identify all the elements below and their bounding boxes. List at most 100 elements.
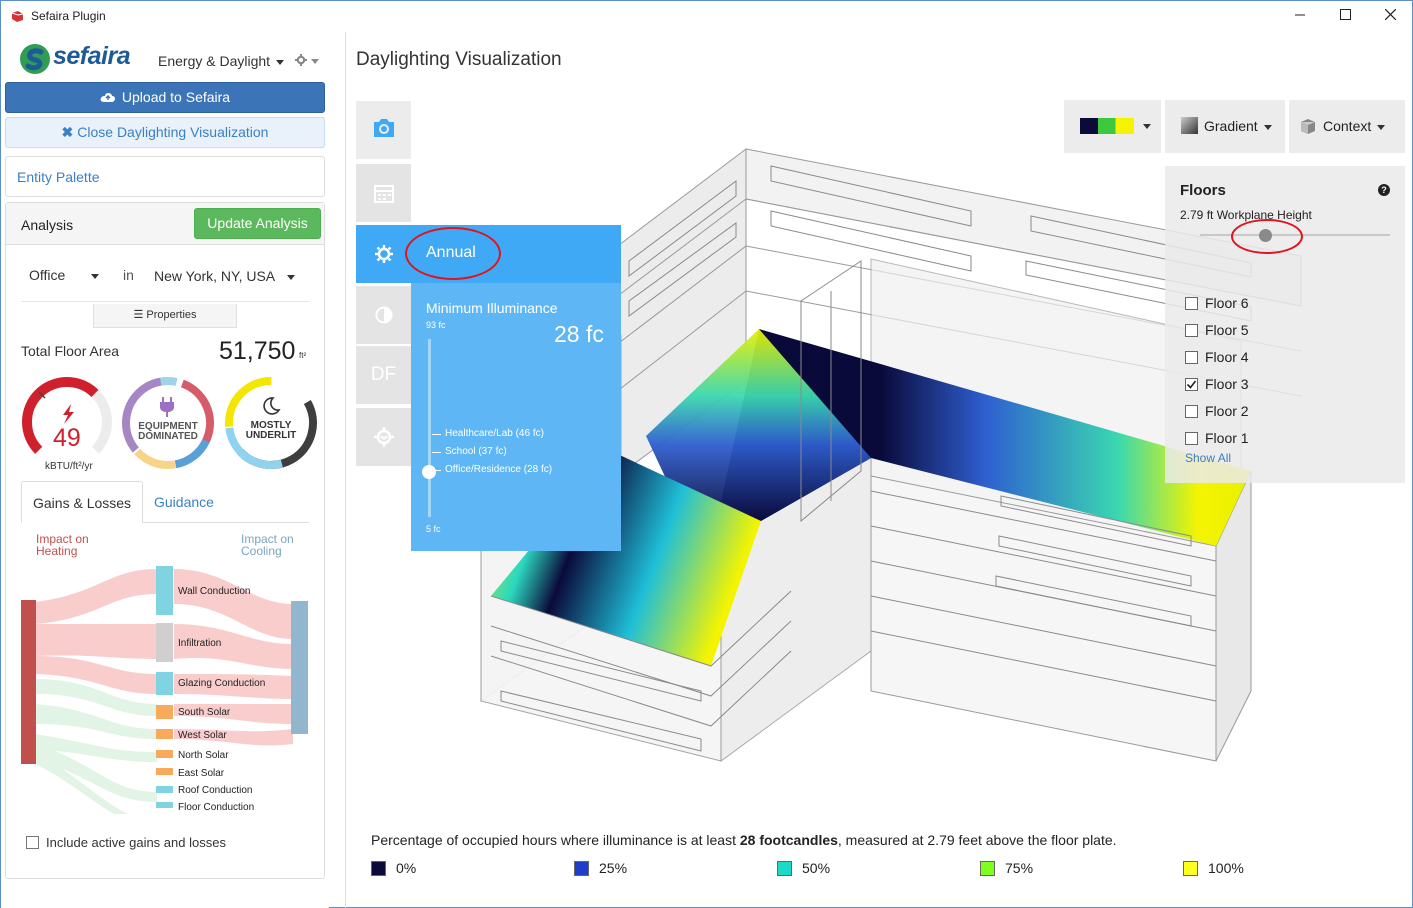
legend-label-50: 50% [802,860,831,876]
title-bar: Sefaira Plugin [1,1,1412,32]
color-scheme-select[interactable] [1064,100,1161,153]
context-label: Context [1323,118,1372,134]
floor-item-5[interactable]: Floor 5 [1185,322,1249,338]
close-visualization-label: Close Daylighting Visualization [77,124,269,140]
preset-healthcare-lab[interactable]: Healthcare/Lab (46 fc) [445,428,544,439]
gradient-select[interactable]: Gradient [1165,100,1285,153]
floors-panel [1165,166,1405,483]
floor-item-6[interactable]: Floor 6 [1185,295,1249,311]
location-value: New York, NY, USA [154,268,276,284]
legend-label-25: 25% [599,860,628,876]
floors-title: Floors [1180,182,1226,199]
caption-threshold: 28 footcandles [739,832,838,848]
total-floor-area-value: 51,750 [219,337,296,365]
gains-losses-sankey [21,566,308,814]
illuminance-slider-track[interactable] [428,339,431,517]
floor-item-4[interactable]: Floor 4 [1185,349,1249,365]
advanced-settings-button[interactable] [356,408,411,466]
floor-1-checkbox[interactable] [1185,432,1198,445]
close-visualization-button[interactable]: ✖ Close Daylighting Visualization [5,117,325,148]
legend-label-100: 100% [1208,860,1244,876]
legend-label-0: 0% [396,860,417,876]
min-illuminance-panel [411,283,621,551]
load-gauge-line2: DOMINATED [138,431,198,442]
checkmark-icon [1186,380,1197,389]
chevron-down-icon [1377,124,1386,130]
building-type-value: Office [29,267,66,283]
properties-button[interactable]: ☰ Properties [93,304,237,328]
sankey-label-east-solar: East Solar [178,768,225,779]
cloud-upload-icon [100,92,115,102]
plug-icon [160,397,174,417]
entity-palette-link[interactable]: Entity Palette [17,169,100,185]
mode-select-label: Energy & Daylight [158,53,271,69]
floor-4-label: Floor 4 [1205,349,1249,365]
floor-4-checkbox[interactable] [1185,351,1198,364]
mode-select[interactable]: Energy & Daylight [158,53,285,69]
daylight-gauge-line1: MOSTLY [250,420,292,431]
minimize-button[interactable] [1277,1,1323,32]
slider-min-label: 5 fc [426,524,441,534]
daylight-factor-button[interactable]: DF [356,346,411,404]
gradient-label: Gradient [1204,118,1258,134]
help-icon[interactable]: ? [1378,184,1390,196]
settings-menu-button[interactable] [295,52,319,68]
floor-item-2[interactable]: Floor 2 [1185,403,1249,419]
settings-button[interactable] [356,225,411,283]
show-all-floors-link[interactable]: Show All [1185,451,1232,465]
analysis-label: Analysis [21,217,74,233]
camera-button[interactable] [356,101,411,159]
min-illuminance-title: Minimum Illuminance [426,300,558,316]
preset-office-residence[interactable]: Office/Residence (28 fc) [445,464,553,475]
contrast-button[interactable] [356,286,411,344]
calendar-button[interactable] [356,164,411,222]
context-select[interactable]: Context [1289,100,1405,153]
illuminance-slider-handle[interactable] [422,465,436,479]
tab-gains-losses[interactable]: Gains & Losses [21,481,144,523]
tick-mark [432,434,441,435]
legend-swatch-50 [777,861,792,876]
legend-caption: Percentage of occupied hours where illum… [371,832,1117,848]
area-unit: ft² [299,351,307,360]
floor-5-checkbox[interactable] [1185,324,1198,337]
sankey-label-floor-conduction: Floor Conduction [178,802,255,813]
floor-2-checkbox[interactable] [1185,405,1198,418]
upload-button[interactable]: Upload to Sefaira [5,82,325,113]
preset-school[interactable]: School (37 fc) [445,446,507,457]
update-analysis-button[interactable]: Update Analysis [194,208,321,239]
tab-guidance[interactable]: Guidance [154,494,214,510]
chevron-down-icon [311,58,319,64]
floor-item-1[interactable]: Floor 1 [1185,430,1249,446]
sankey-label-roof-conduction: Roof Conduction [178,785,253,796]
daylight-gauge-line2: UNDERLIT [245,430,297,441]
legend-swatch-100 [1183,861,1198,876]
building-type-select[interactable]: Office [29,267,100,283]
location-select[interactable]: New York, NY, USA [154,268,296,284]
sefaira-logo-icon [20,44,50,74]
impact-heating-line1: Impact on [36,532,89,546]
load-gauge-label: EQUIPMENT DOMINATED [126,422,210,442]
caption-text: Percentage of occupied hours where illum… [371,832,740,848]
moon-icon [263,397,281,415]
settings-icon [373,427,394,447]
maximize-icon [1339,9,1351,20]
include-active-checkbox[interactable] [26,836,39,849]
results-tabs: Gains & Losses Guidance [21,481,309,523]
caption-text-end: , measured at 2.79 feet above the floor … [837,832,1117,848]
calendar-icon [373,185,394,203]
list-icon: ☰ [133,309,144,321]
slider-max-label: 93 fc [426,320,446,330]
close-icon [1384,8,1396,21]
load-gauge-line1: EQUIPMENT [138,421,198,432]
floor-item-3[interactable]: Floor 3 [1185,376,1249,392]
floor-6-checkbox[interactable] [1185,297,1198,310]
floor-3-checkbox[interactable] [1185,378,1198,391]
floor-6-label: Floor 6 [1205,295,1249,311]
close-window-button[interactable] [1367,1,1413,32]
building-3d-view[interactable] [441,146,1311,766]
cube-icon [1301,119,1315,134]
maximize-button[interactable] [1322,1,1368,32]
contrast-icon [375,306,392,324]
daylight-gauge [225,377,317,469]
daylight-gauge-label: MOSTLY UNDERLIT [229,421,313,441]
